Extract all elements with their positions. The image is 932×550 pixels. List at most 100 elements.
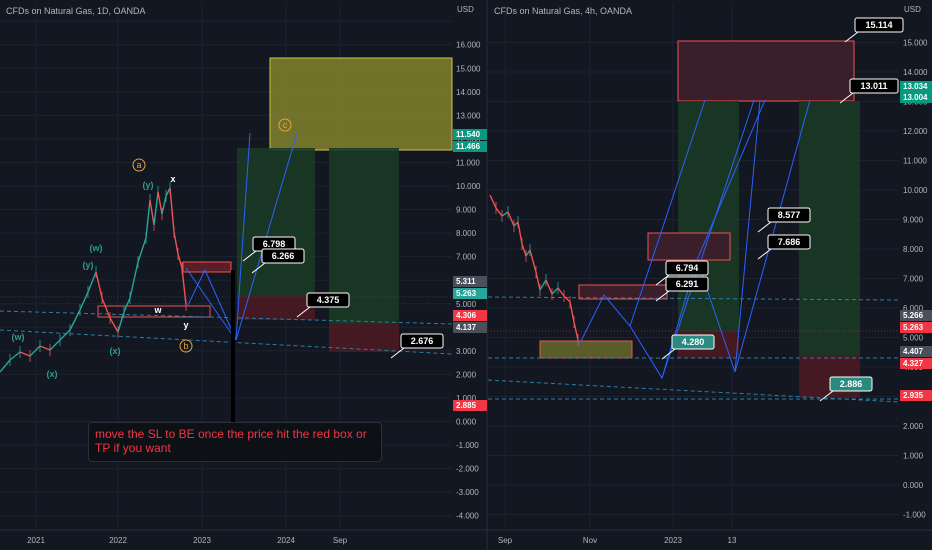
x-tick-label: 2023 bbox=[193, 536, 211, 545]
x-tick-label: 2023 bbox=[664, 536, 682, 545]
callout-pointer bbox=[251, 262, 266, 274]
stop-loss-zone bbox=[329, 324, 399, 352]
dashed-trendline bbox=[487, 379, 900, 403]
price-candle bbox=[563, 295, 571, 303]
callout-pointer bbox=[655, 274, 670, 286]
price-callout bbox=[854, 17, 904, 33]
price-candle bbox=[181, 267, 187, 306]
projection-path bbox=[629, 99, 706, 327]
price-tag bbox=[900, 322, 932, 333]
callout-pointer bbox=[757, 248, 772, 260]
callout-text: 7.686 bbox=[778, 237, 801, 247]
price-candle bbox=[173, 231, 179, 255]
price-candle bbox=[79, 291, 89, 311]
y-tick-label: 10.000 bbox=[903, 186, 928, 195]
wave-label: w bbox=[153, 305, 162, 315]
entry-box bbox=[578, 284, 668, 300]
price-candle bbox=[513, 221, 519, 227]
price-candle bbox=[521, 243, 527, 257]
y-tick-label: -2.000 bbox=[456, 465, 479, 474]
y-tick-label: 13.000 bbox=[456, 111, 481, 120]
price-candle bbox=[529, 249, 537, 273]
y-tick-label: -4.000 bbox=[456, 512, 479, 521]
projection-path bbox=[661, 99, 755, 379]
price-tag bbox=[453, 288, 487, 299]
price-tag bbox=[900, 81, 932, 92]
price-callout bbox=[261, 248, 305, 264]
price-tag-text: 13.004 bbox=[903, 93, 928, 102]
y-tick-label: 9.000 bbox=[903, 216, 924, 225]
right-chart-title: CFDs on Natural Gas, 4h, OANDA bbox=[494, 6, 633, 16]
y-tick-label: 8.000 bbox=[456, 229, 477, 238]
y-tick-label: 9.000 bbox=[456, 206, 477, 215]
callout-pointer bbox=[661, 348, 676, 360]
target-zone bbox=[677, 40, 855, 102]
left-chart-title: CFDs on Natural Gas, 1D, OANDA bbox=[6, 6, 146, 16]
x-tick-label: 2022 bbox=[109, 536, 127, 545]
price-tag-text: 5.263 bbox=[456, 289, 477, 298]
dashed-trendline bbox=[0, 329, 453, 355]
wave-label: a bbox=[136, 160, 141, 170]
x-tick-label: 2024 bbox=[277, 536, 295, 545]
callout-text: 6.291 bbox=[676, 279, 699, 289]
note-pointer bbox=[231, 270, 235, 422]
callout-text: 6.266 bbox=[272, 251, 295, 261]
price-candle bbox=[9, 351, 21, 361]
wave-circle bbox=[179, 339, 193, 353]
entry-box bbox=[97, 305, 211, 318]
currency-label: USD bbox=[457, 5, 474, 14]
price-candle bbox=[157, 191, 163, 215]
callout-pointer bbox=[757, 221, 772, 233]
price-tag-text: 11.466 bbox=[456, 142, 481, 151]
price-tag bbox=[453, 129, 487, 140]
y-tick-label: -1.000 bbox=[456, 441, 479, 450]
price-candle bbox=[557, 287, 565, 297]
price-candle bbox=[153, 191, 159, 226]
target-zone-c bbox=[269, 57, 453, 151]
price-tag-text: 2.935 bbox=[903, 391, 924, 400]
y-tick-label: 11.000 bbox=[903, 157, 927, 166]
price-candle bbox=[109, 317, 119, 333]
wave-circle bbox=[132, 158, 146, 172]
price-callout bbox=[400, 333, 444, 349]
price-candle bbox=[169, 187, 175, 233]
wave-label: c bbox=[283, 120, 288, 130]
callout-text: 4.375 bbox=[317, 295, 340, 305]
currency-label: USD bbox=[904, 5, 921, 14]
wave-label: (w) bbox=[12, 332, 25, 342]
price-tag bbox=[453, 310, 487, 321]
price-callout bbox=[767, 207, 811, 223]
price-candle bbox=[123, 297, 131, 313]
price-tag-text: 11.540 bbox=[456, 130, 481, 139]
price-tag bbox=[900, 390, 932, 401]
price-candle bbox=[165, 187, 171, 197]
x-tick-label: 13 bbox=[728, 536, 737, 545]
wave-label: b bbox=[183, 341, 188, 351]
price-callout bbox=[665, 276, 709, 292]
y-tick-label: 5.000 bbox=[456, 300, 477, 309]
price-candle bbox=[539, 279, 547, 291]
y-tick-label: 6.000 bbox=[903, 304, 924, 313]
price-candle bbox=[507, 211, 515, 227]
projection-path bbox=[235, 132, 251, 341]
price-tag-text: 5.311 bbox=[456, 277, 476, 286]
callout-pointer bbox=[819, 390, 834, 402]
projection-path bbox=[696, 99, 766, 261]
price-candle bbox=[129, 261, 139, 299]
projection-path bbox=[187, 268, 237, 341]
callout-text: 2.886 bbox=[840, 379, 863, 389]
price-candle bbox=[573, 321, 579, 341]
wave-circle bbox=[278, 118, 292, 132]
price-tag-text: 4.327 bbox=[903, 359, 924, 368]
y-tick-label: -3.000 bbox=[456, 488, 479, 497]
price-candle bbox=[29, 345, 41, 357]
price-candle bbox=[69, 309, 81, 331]
price-tag bbox=[453, 141, 487, 152]
callout-pointer bbox=[242, 250, 257, 262]
price-callout bbox=[671, 334, 715, 350]
y-tick-label: 16.000 bbox=[456, 41, 481, 50]
y-tick-label: 15.000 bbox=[456, 64, 481, 73]
y-tick-label: -1.000 bbox=[903, 511, 926, 520]
price-callout bbox=[306, 292, 350, 308]
y-tick-label: 2.000 bbox=[456, 370, 477, 379]
